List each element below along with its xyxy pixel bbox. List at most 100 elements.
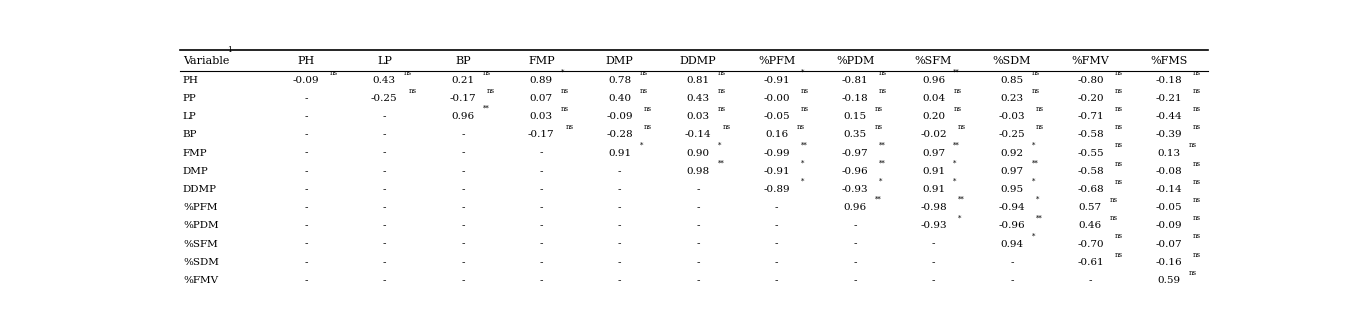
- Text: ns: ns: [1189, 269, 1197, 277]
- Text: -0.14: -0.14: [685, 130, 711, 139]
- Text: -: -: [932, 276, 936, 285]
- Text: -: -: [462, 167, 464, 176]
- Text: ns: ns: [482, 68, 490, 76]
- Text: -: -: [305, 221, 307, 230]
- Text: -: -: [305, 276, 307, 285]
- Text: *: *: [1032, 232, 1034, 240]
- Text: ns: ns: [875, 123, 883, 131]
- Text: -: -: [617, 185, 621, 194]
- Text: 0.92: 0.92: [1001, 149, 1024, 158]
- Text: ns: ns: [639, 87, 647, 95]
- Text: DMP: DMP: [183, 167, 209, 176]
- Text: 0.85: 0.85: [1001, 76, 1024, 85]
- Text: -0.08: -0.08: [1155, 167, 1182, 176]
- Text: 0.16: 0.16: [765, 130, 788, 139]
- Text: -: -: [539, 239, 543, 248]
- Text: -: -: [774, 239, 779, 248]
- Text: **: **: [879, 160, 886, 168]
- Text: -: -: [1089, 276, 1093, 285]
- Text: 0.96: 0.96: [922, 76, 945, 85]
- Text: 0.97: 0.97: [922, 149, 945, 158]
- Text: *: *: [953, 178, 957, 186]
- Text: ns: ns: [1114, 178, 1122, 186]
- Text: %SDM: %SDM: [183, 258, 219, 267]
- Text: -: -: [617, 258, 621, 267]
- Text: -0.17: -0.17: [528, 130, 555, 139]
- Text: ns: ns: [1193, 105, 1201, 113]
- Text: -0.91: -0.91: [764, 76, 789, 85]
- Text: -: -: [617, 276, 621, 285]
- Text: BP: BP: [183, 130, 198, 139]
- Text: ns: ns: [879, 87, 887, 95]
- Text: *: *: [1032, 178, 1034, 186]
- Text: -: -: [305, 167, 307, 176]
- Text: %SDM: %SDM: [992, 56, 1032, 66]
- Text: -: -: [696, 221, 700, 230]
- Text: 1: 1: [227, 46, 232, 54]
- Text: -: -: [462, 221, 464, 230]
- Text: -0.94: -0.94: [999, 203, 1025, 212]
- Text: -: -: [539, 276, 543, 285]
- Text: 0.98: 0.98: [686, 167, 709, 176]
- Text: ns: ns: [953, 87, 961, 95]
- Text: DMP: DMP: [605, 56, 634, 66]
- Text: -: -: [462, 258, 464, 267]
- Text: 0.43: 0.43: [372, 76, 395, 85]
- Text: -0.39: -0.39: [1155, 130, 1182, 139]
- Text: ns: ns: [1032, 87, 1040, 95]
- Text: 0.95: 0.95: [1001, 185, 1024, 194]
- Text: ns: ns: [1193, 87, 1201, 95]
- Text: 0.91: 0.91: [922, 167, 945, 176]
- Text: Variable: Variable: [183, 56, 229, 66]
- Text: -: -: [383, 221, 386, 230]
- Text: -: -: [305, 149, 307, 158]
- Text: -: -: [305, 94, 307, 103]
- Text: **: **: [1036, 214, 1043, 222]
- Text: -0.00: -0.00: [764, 94, 789, 103]
- Text: **: **: [957, 196, 964, 204]
- Text: **: **: [879, 141, 886, 149]
- Text: -0.09: -0.09: [607, 112, 634, 121]
- Text: -: -: [383, 203, 386, 212]
- Text: -0.96: -0.96: [842, 167, 868, 176]
- Text: -: -: [305, 130, 307, 139]
- Text: -: -: [1010, 258, 1014, 267]
- Text: ns: ns: [800, 105, 808, 113]
- Text: -0.61: -0.61: [1078, 258, 1104, 267]
- Text: ns: ns: [1193, 214, 1201, 222]
- Text: -0.55: -0.55: [1078, 149, 1104, 158]
- Text: ns: ns: [561, 87, 569, 95]
- Text: ns: ns: [1114, 250, 1122, 259]
- Text: 0.91: 0.91: [922, 185, 945, 194]
- Text: -0.58: -0.58: [1078, 130, 1104, 139]
- Text: ns: ns: [1189, 141, 1197, 149]
- Text: -: -: [853, 239, 857, 248]
- Text: ns: ns: [1193, 178, 1201, 186]
- Text: ns: ns: [1193, 196, 1201, 204]
- Text: -: -: [539, 185, 543, 194]
- Text: 0.15: 0.15: [844, 112, 867, 121]
- Text: -: -: [305, 258, 307, 267]
- Text: 0.89: 0.89: [529, 76, 552, 85]
- Text: -: -: [853, 221, 857, 230]
- Text: 0.03: 0.03: [529, 112, 552, 121]
- Text: ns: ns: [1114, 105, 1122, 113]
- Text: 0.03: 0.03: [686, 112, 709, 121]
- Text: %SFM: %SFM: [915, 56, 952, 66]
- Text: *: *: [718, 141, 722, 149]
- Text: FMP: FMP: [528, 56, 555, 66]
- Text: -0.20: -0.20: [1078, 94, 1104, 103]
- Text: -: -: [696, 203, 700, 212]
- Text: 0.46: 0.46: [1079, 221, 1102, 230]
- Text: -0.93: -0.93: [842, 185, 868, 194]
- Text: -0.81: -0.81: [842, 76, 868, 85]
- Text: 0.81: 0.81: [686, 76, 709, 85]
- Text: 0.23: 0.23: [1001, 94, 1024, 103]
- Text: -: -: [305, 203, 307, 212]
- Text: ns: ns: [561, 105, 569, 113]
- Text: -: -: [462, 185, 464, 194]
- Text: -: -: [383, 130, 386, 139]
- Text: -0.18: -0.18: [842, 94, 868, 103]
- Text: 0.97: 0.97: [1001, 167, 1024, 176]
- Text: -0.93: -0.93: [921, 221, 946, 230]
